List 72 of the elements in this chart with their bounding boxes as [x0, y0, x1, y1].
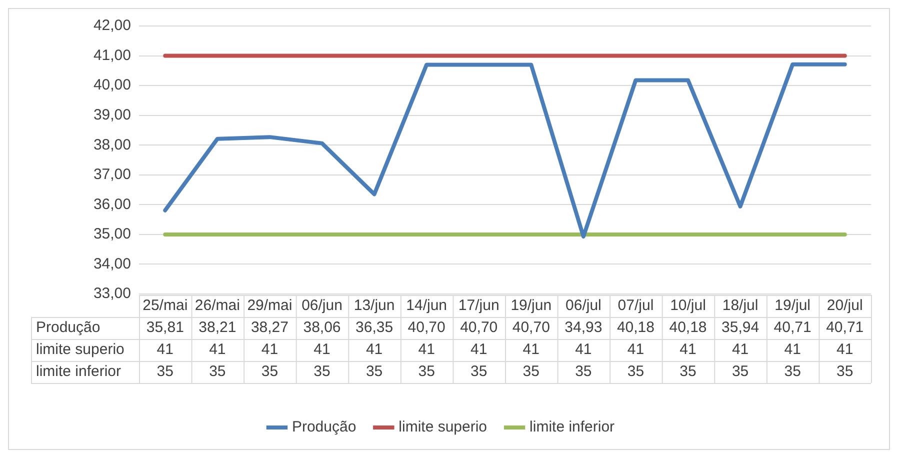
data-label: 35 [314, 363, 330, 380]
x-tick-label: 25/mai [142, 297, 188, 314]
data-label: 40,70 [512, 319, 550, 336]
data-label: 38,21 [198, 319, 236, 336]
data-label: 41 [470, 341, 488, 358]
data-label: 38,27 [250, 319, 288, 336]
data-label: 35 [732, 363, 749, 380]
legend-label: Produção [292, 418, 356, 436]
data-label: 38,06 [303, 319, 341, 336]
x-tick-label: 13/jun [354, 297, 395, 314]
y-tick-label: 35,00 [93, 226, 131, 243]
y-tick-label: 37,00 [93, 166, 131, 184]
data-label: 35 [836, 363, 854, 380]
x-tick-label: 10/jul [670, 297, 706, 314]
data-label: 35,94 [722, 319, 760, 336]
data-label: 40,18 [616, 319, 654, 336]
text: limite superio [36, 341, 124, 358]
data-label: 34,93 [564, 319, 602, 336]
data-label: 41 [522, 341, 540, 358]
x-tick-label: 18/jul [722, 297, 758, 314]
legend-label: limite superio [398, 418, 488, 436]
data-label: 40,71 [826, 319, 864, 336]
text: limite inferior [36, 363, 122, 380]
data-label: 35 [784, 363, 801, 380]
data-label: 35 [209, 363, 226, 380]
data-label: 41 [366, 341, 383, 358]
data-label: 40,70 [408, 319, 446, 336]
data-label: 41 [784, 341, 801, 358]
data-label: 41 [209, 341, 226, 358]
x-tick-label: 19/jul [774, 297, 810, 314]
data-label: 41 [627, 341, 644, 358]
data-label: 35 [575, 363, 592, 380]
data-label: 41 [680, 341, 696, 358]
y-tick-label: 39,00 [93, 106, 131, 124]
data-label: 40,71 [774, 319, 812, 336]
y-tick-label: 42,00 [93, 17, 131, 34]
x-tick-label: 07/jul [618, 297, 654, 314]
text: Produção [36, 319, 100, 336]
y-tick-label: 40,00 [93, 76, 131, 94]
data-label: 41 [156, 341, 174, 358]
y-tick-label: 36,00 [93, 196, 131, 213]
legend-label: limite inferior [530, 418, 615, 436]
data-label: 41 [314, 341, 330, 358]
data-label: 35 [680, 363, 696, 380]
x-tick-label: 19/jun [510, 297, 552, 314]
data-label: 41 [732, 341, 749, 358]
data-label: 36,35 [356, 319, 394, 336]
x-tick-label: 14/jun [406, 297, 448, 314]
y-tick-label: 41,00 [93, 46, 131, 64]
data-label: 35 [522, 363, 540, 380]
x-tick-label: 17/jun [458, 297, 500, 314]
data-label: 40,18 [669, 319, 707, 336]
data-label: 41 [836, 341, 854, 358]
data-label: 41 [575, 341, 592, 358]
y-tick-label: 38,00 [93, 136, 131, 154]
data-label: 35 [470, 363, 488, 380]
data-label: 35 [261, 363, 278, 380]
x-tick-label: 06/jun [302, 297, 342, 314]
data-label: 35,81 [146, 319, 184, 336]
data-label: 35 [156, 363, 174, 380]
data-label: 35 [366, 363, 383, 380]
x-tick-label: 20/jul [826, 297, 863, 314]
data-label: 35 [627, 363, 644, 380]
y-tick-label: 33,00 [93, 285, 131, 302]
data-label: 40,70 [460, 319, 498, 336]
x-tick-label: 29/mai [247, 297, 292, 314]
y-tick-label: 34,00 [93, 255, 131, 272]
data-label: 41 [418, 341, 435, 358]
data-label: 35 [418, 363, 435, 380]
x-tick-label: 06/jul [566, 297, 602, 314]
data-label: 41 [261, 341, 278, 358]
x-tick-label: 26/mai [194, 297, 240, 314]
